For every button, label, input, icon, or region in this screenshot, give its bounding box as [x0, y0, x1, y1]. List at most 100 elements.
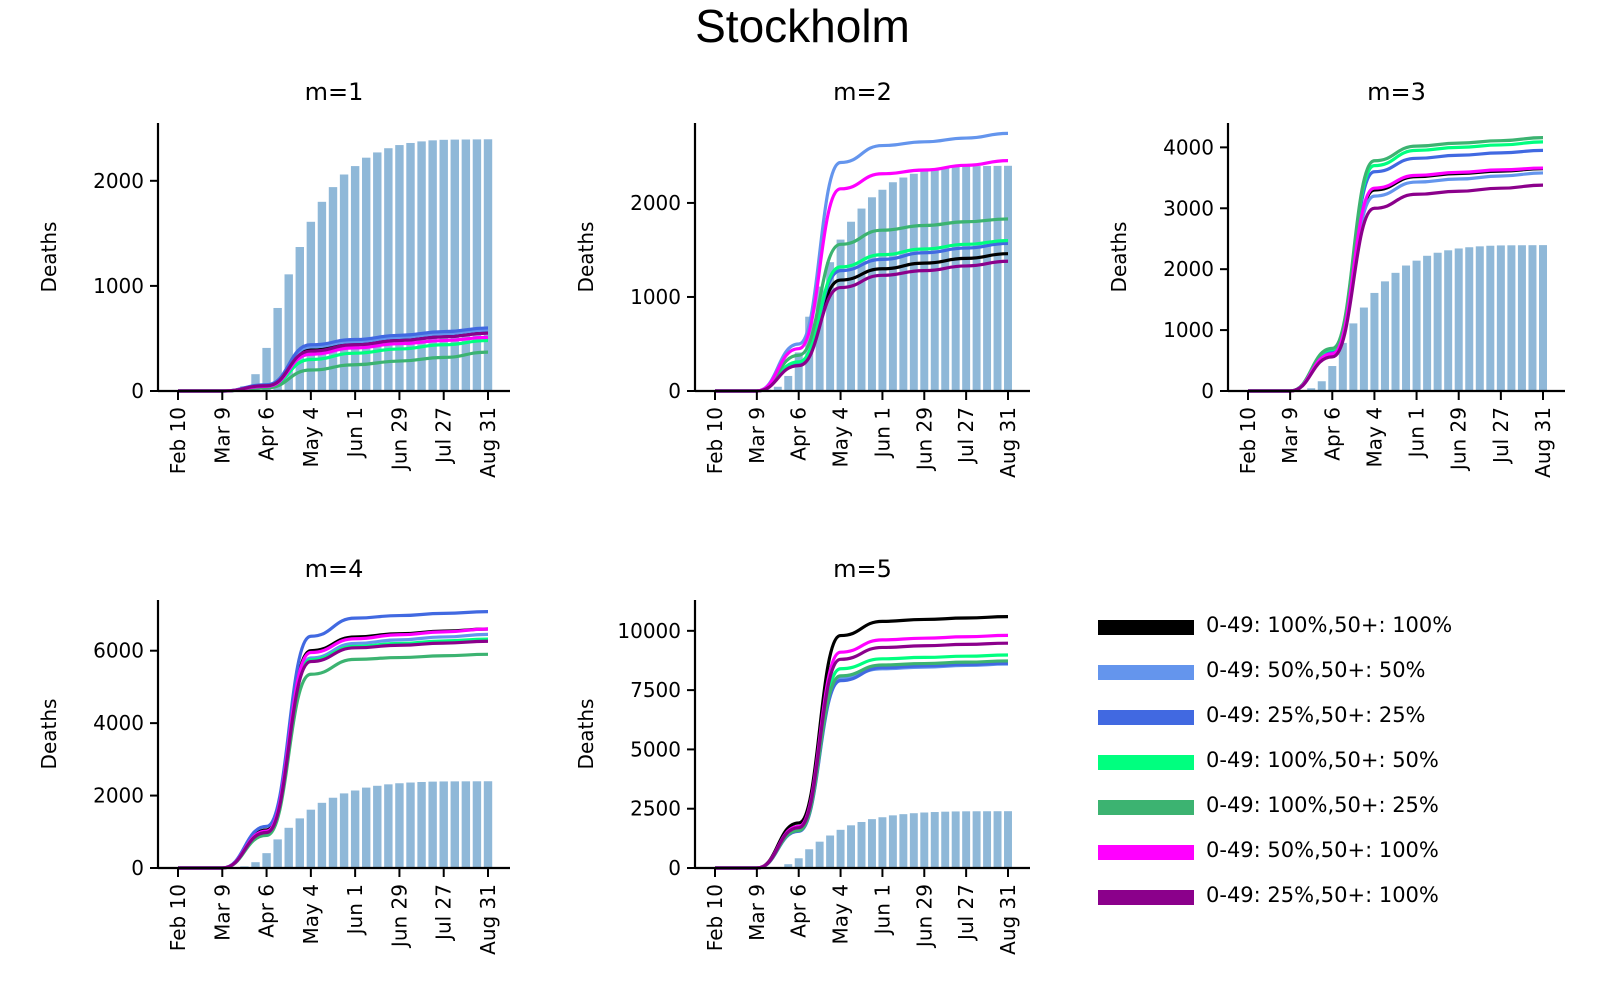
bar: [1517, 245, 1526, 391]
bar: [867, 819, 876, 868]
legend-label: 0-49: 100%,50+: 25%: [1206, 793, 1439, 817]
x-tick-label: Apr 6: [255, 884, 279, 938]
bar: [972, 811, 981, 868]
bar: [899, 814, 908, 868]
bar: [306, 221, 316, 391]
bar: [836, 829, 845, 868]
y-tick-label: 0: [1201, 379, 1214, 403]
x-tick-label: Feb 10: [1236, 407, 1260, 474]
bar: [339, 793, 349, 868]
x-tick-label: Apr 6: [787, 407, 811, 461]
x-tick-label: Jul 27: [954, 407, 978, 465]
bar: [317, 201, 327, 391]
bar: [1412, 260, 1421, 391]
y-tick-label: 2000: [1163, 257, 1214, 281]
bar: [406, 782, 415, 868]
y-axis-label: Deaths: [37, 699, 61, 770]
series-line: [715, 641, 1009, 870]
bar: [1496, 245, 1505, 391]
x-tick-label: Jun 1: [343, 884, 367, 936]
subplot-5: 0 2500 5000 7500 10000 Feb 10 Mar 9 Apr 6 May 4 J…: [574, 555, 1030, 955]
x-tick-label: Jun 29: [912, 884, 936, 949]
bar: [251, 862, 260, 868]
bar: [1454, 248, 1463, 391]
bar: [339, 174, 349, 391]
x-tick-label: Jul 27: [432, 407, 456, 465]
bar: [1307, 388, 1316, 391]
y-tick-label: 10000: [617, 619, 681, 643]
bar: [794, 352, 803, 391]
bar: [983, 811, 992, 868]
bar: [1444, 250, 1453, 391]
x-tick-label: Jun 29: [387, 884, 411, 949]
y-axis-label: Deaths: [37, 222, 61, 293]
bar: [847, 825, 856, 868]
bar: [962, 811, 971, 868]
bar: [1528, 245, 1537, 391]
series-line: [715, 159, 1009, 393]
x-tick-label: Jun 1: [1405, 407, 1429, 459]
bar: [350, 166, 360, 391]
subplot-title: m=5: [833, 555, 892, 583]
x-tick-label: Jun 29: [912, 407, 936, 472]
x-tick-label: May 4: [1362, 407, 1386, 467]
x-tick-label: Jun 29: [387, 407, 411, 472]
x-tick-label: Apr 6: [255, 407, 279, 461]
x-tick-label: Feb 10: [166, 407, 190, 474]
x-tick-label: Aug 31: [1531, 407, 1555, 478]
bar: [805, 849, 814, 868]
x-tick-label: Feb 10: [703, 407, 727, 474]
legend-label: 0-49: 50%,50+: 50%: [1206, 658, 1426, 682]
bar: [857, 821, 866, 868]
y-axis-label: Deaths: [1107, 222, 1131, 293]
y-tick-label: 6000: [93, 639, 144, 663]
bar: [373, 785, 382, 868]
y-tick-label: 2000: [93, 784, 144, 808]
bar: [878, 817, 887, 868]
x-tick-label: Jul 27: [954, 884, 978, 942]
bar: [784, 864, 793, 868]
bar: [1465, 247, 1474, 391]
bar: [262, 853, 271, 868]
bar: [847, 221, 856, 391]
x-tick-label: Jun 1: [870, 884, 894, 936]
x-tick-label: May 4: [829, 407, 853, 467]
x-tick-label: Aug 31: [996, 407, 1020, 478]
bar: [450, 139, 459, 391]
y-tick-label: 2500: [630, 797, 681, 821]
bar: [962, 166, 971, 391]
figure-title: Stockholm: [695, 0, 910, 52]
bar: [395, 145, 404, 391]
bar: [972, 166, 981, 391]
bar: [930, 812, 939, 868]
bar: [1380, 281, 1389, 391]
x-tick-label: Aug 31: [996, 884, 1020, 955]
bar: [1391, 272, 1400, 391]
bar: [1402, 265, 1411, 391]
y-tick-label: 0: [668, 379, 681, 403]
x-tick-label: Mar 9: [1278, 407, 1302, 464]
y-tick-label: 2000: [93, 169, 144, 193]
bar: [273, 307, 282, 391]
bar: [794, 858, 803, 868]
bar: [384, 148, 393, 391]
bar: [815, 286, 824, 391]
bar: [993, 165, 1002, 391]
y-tick-label: 5000: [630, 737, 681, 761]
bar: [1359, 307, 1368, 391]
bar: [472, 781, 482, 868]
x-tick-label: May 4: [299, 884, 323, 944]
bar: [826, 262, 835, 391]
bar: [1475, 246, 1484, 391]
bar: [417, 141, 426, 391]
bar: [273, 839, 282, 868]
bar: [406, 142, 415, 391]
bar: [993, 811, 1002, 868]
bar: [951, 811, 960, 868]
bar: [773, 386, 782, 391]
legend-label: 0-49: 50%,50+: 100%: [1206, 838, 1439, 862]
series-line: [1248, 183, 1544, 393]
bar: [328, 797, 338, 868]
bar: [1423, 255, 1432, 391]
subplot-2: 0 1000 2000 Feb 10 Mar 9 Apr 6 May 4 Jun 1 Jun 2…: [574, 78, 1030, 478]
